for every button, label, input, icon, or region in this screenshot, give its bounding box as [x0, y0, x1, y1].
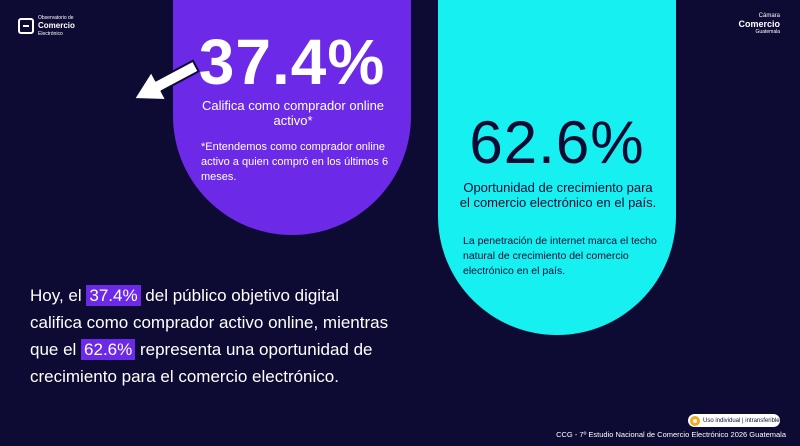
camara-logo-line1: Cámara	[758, 13, 780, 19]
summary-highlight-37: 37.4%	[86, 285, 141, 306]
user-icon	[690, 415, 700, 426]
usage-badge-text: Uso individual | intransferible	[703, 417, 780, 424]
purple-stat-label: Califica como comprador online activo*	[201, 98, 385, 128]
usage-badge: Uso individual | intransferible	[688, 414, 780, 427]
camara-logo-line2: Comercio	[738, 19, 780, 29]
summary-part3: representa una oportunidad de crecimient…	[30, 340, 373, 386]
pointer-cursor-icon	[132, 59, 200, 101]
camara-logo-line3: Guatemala	[755, 29, 780, 35]
summary-highlight-62: 62.6%	[81, 339, 136, 360]
purple-stat-value: 37.4%	[198, 26, 386, 98]
logo-small-text: Observatorio de	[38, 15, 74, 21]
cyan-stat-pill	[438, 0, 676, 335]
cyan-stat-label: Oportunidad de crecimiento para el comer…	[459, 180, 657, 210]
summary-part2: del público objetivo digital califica co…	[30, 286, 389, 359]
logo-main-text: Comercio	[38, 21, 75, 30]
camara-comercio-logo: Cámara Comercio Guatemala	[738, 12, 780, 36]
cyan-stat-note: La penetración de internet marca el tech…	[463, 235, 657, 277]
summary-part1: Hoy, el	[30, 286, 87, 305]
observatorio-logo-text: Observatorio de Comercio Electrónico	[38, 14, 75, 38]
purple-stat-pill	[173, 0, 411, 235]
summary-paragraph: Hoy, el 37.4% del público objetivo digit…	[30, 282, 390, 390]
logo-sub-text: Electrónico	[38, 31, 63, 37]
footer-text: CCG - 7º Estudio Nacional de Comercio El…	[556, 430, 786, 439]
purple-stat-note: *Entendemos como comprador online activo…	[201, 141, 389, 183]
cart-logo-icon	[18, 18, 34, 34]
observatorio-logo: Observatorio de Comercio Electrónico	[18, 14, 75, 38]
cyan-stat-value: 62.6%	[469, 109, 645, 176]
